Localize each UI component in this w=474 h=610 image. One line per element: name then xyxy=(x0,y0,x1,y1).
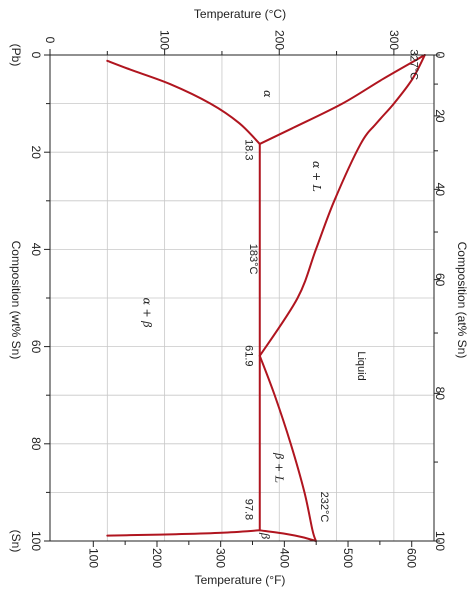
solidus-beta-curve xyxy=(258,529,317,542)
annotations: 327°C α 18.3 α + L 183°C α + β 61.9 Liquid β + L… xyxy=(140,49,419,539)
solvus-beta-curve xyxy=(106,529,261,537)
bottom-axis-title: Temperature (°F) xyxy=(195,573,286,587)
label-327c: 327°C xyxy=(408,49,420,80)
axis-ticks xyxy=(44,49,440,547)
label-183c: 183°C xyxy=(247,244,259,275)
right-tick-label: 20 xyxy=(433,109,447,123)
right-tick-label: 40 xyxy=(433,183,447,197)
bottom-tick-label: 300 xyxy=(214,548,228,568)
phase-boundaries xyxy=(106,54,426,542)
sn-end-label: (Sn) xyxy=(9,530,23,553)
right-tick-label: 80 xyxy=(433,387,447,401)
label-232c: 232°C xyxy=(318,492,330,523)
top-axis-title: Temperature (°C) xyxy=(194,7,286,21)
label-liquid: Liquid xyxy=(355,351,367,380)
pb-end-label: (Pb) xyxy=(9,44,23,67)
bottom-tick-label: 500 xyxy=(341,548,355,568)
grid-lines xyxy=(50,55,434,541)
liquidus-sn-curve xyxy=(258,354,317,542)
top-tick-label: 100 xyxy=(158,30,172,50)
label-beta-l: β + L xyxy=(272,452,285,483)
right-tick-label: 0 xyxy=(433,52,447,59)
label-beta: β xyxy=(258,532,271,539)
right-tick-label: 60 xyxy=(433,273,447,287)
left-tick-label: 20 xyxy=(29,146,43,160)
left-axis-title: Composition (wt% Sn) xyxy=(9,241,23,360)
label-alpha-beta: α + β xyxy=(140,298,153,328)
left-tick-label: 0 xyxy=(29,52,43,59)
left-tick-label: 60 xyxy=(29,340,43,354)
solidus-alpha-curve xyxy=(258,54,426,145)
top-tick-label: 0 xyxy=(43,37,57,44)
liquidus-pb-curve xyxy=(258,54,426,357)
top-tick-label: 300 xyxy=(387,30,401,50)
bottom-tick-label: 100 xyxy=(86,548,100,568)
solvus-alpha-curve xyxy=(106,59,261,145)
left-tick-label: 80 xyxy=(29,437,43,451)
bottom-tick-label: 200 xyxy=(150,548,164,568)
right-axis-title: Composition (at% Sn) xyxy=(455,242,469,359)
label-18-3: 18.3 xyxy=(242,139,254,160)
label-61-9: 61.9 xyxy=(242,345,254,366)
bottom-tick-label: 600 xyxy=(405,548,419,568)
label-alpha: α xyxy=(261,90,274,98)
left-tick-label: 100 xyxy=(29,531,43,551)
label-97-8: 97.8 xyxy=(242,499,254,520)
top-tick-label: 200 xyxy=(272,30,286,50)
bottom-tick-label: 400 xyxy=(277,548,291,568)
left-tick-label: 40 xyxy=(29,243,43,257)
right-tick-label: 100 xyxy=(433,531,447,551)
label-alpha-l: α + L xyxy=(310,161,323,192)
